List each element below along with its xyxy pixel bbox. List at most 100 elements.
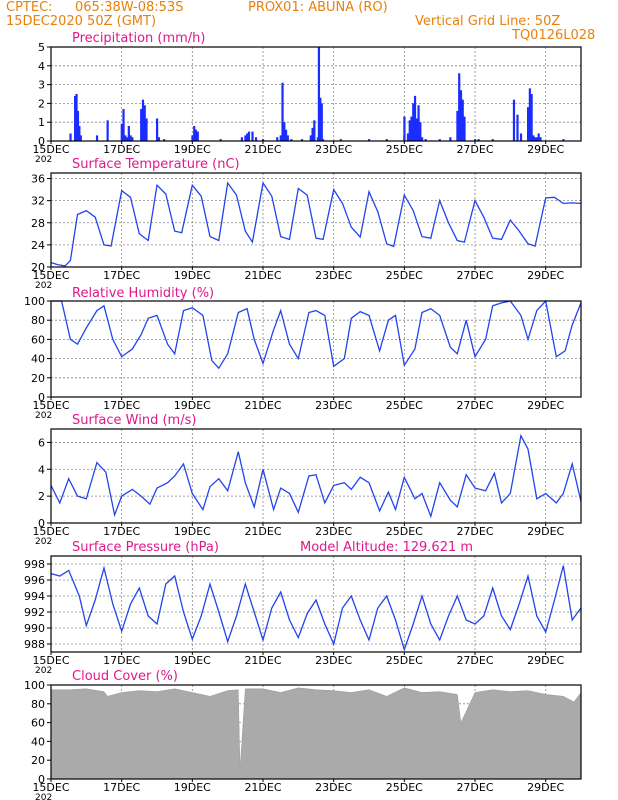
precip-ytick-label: 3 bbox=[38, 79, 45, 92]
temperature-xtick-label: 25DEC bbox=[386, 269, 423, 282]
wind-ytick-label: 0 bbox=[38, 517, 45, 530]
wind-xtick-label: 29DEC bbox=[527, 525, 564, 538]
precip-bar bbox=[403, 135, 406, 141]
precip-bar bbox=[254, 137, 258, 141]
precip-bar bbox=[456, 110, 459, 141]
humidity-xtick-label: 15DEC bbox=[32, 399, 69, 412]
precip-bar bbox=[262, 139, 265, 141]
precip-bar bbox=[140, 109, 143, 141]
precip-bar bbox=[534, 137, 537, 141]
precip-xtick-label: 23DEC bbox=[315, 143, 352, 156]
humidity-ytick-label: 80 bbox=[31, 314, 45, 327]
precip-bar bbox=[191, 135, 194, 141]
precip-bar bbox=[247, 131, 251, 141]
cloud-xtick-label: 15DEC bbox=[32, 781, 69, 794]
precip-bar bbox=[240, 137, 243, 141]
cloud-xtick-label: 21DEC bbox=[244, 781, 281, 794]
temperature-frame bbox=[50, 172, 582, 268]
precip-xtick-label: 19DEC bbox=[174, 143, 211, 156]
humidity-xtick-label: 19DEC bbox=[174, 399, 211, 412]
precip-ytick-label: 4 bbox=[38, 60, 45, 73]
pressure-xtick-label: 21DEC bbox=[244, 654, 281, 667]
header-coordinates: 065:38W-08:53S bbox=[75, 0, 184, 15]
precip-bar bbox=[459, 90, 463, 141]
wind-xtick-label: 25DEC bbox=[386, 525, 423, 538]
precip-bar bbox=[219, 139, 222, 141]
temperature-xtick-label: 19DEC bbox=[174, 269, 211, 282]
precip-bar bbox=[528, 88, 531, 141]
cloud-xtick-label: 19DEC bbox=[174, 781, 211, 794]
wind-panel bbox=[47, 428, 582, 526]
precip-bar bbox=[283, 122, 286, 141]
cloud-ytick-label: 80 bbox=[31, 698, 45, 711]
precip-xtick-label: 27DEC bbox=[456, 143, 493, 156]
precip-bar bbox=[339, 139, 342, 141]
cloud-title: Cloud Cover (%) bbox=[72, 669, 178, 684]
wind-xtick-label: 17DEC bbox=[103, 525, 140, 538]
precip-bar bbox=[491, 139, 494, 141]
temperature-ytick-label: 32 bbox=[31, 195, 45, 208]
precip-frame bbox=[50, 46, 582, 142]
pressure-xtick-label: 17DEC bbox=[103, 654, 140, 667]
wind-xtick-label: 19DEC bbox=[174, 525, 211, 538]
precip-bar bbox=[163, 139, 166, 141]
precip-bar bbox=[477, 139, 480, 141]
humidity-ytick-label: 0 bbox=[38, 391, 45, 404]
pressure-year-fragment: 202 bbox=[35, 666, 52, 676]
precip-bar bbox=[251, 131, 254, 141]
humidity-title: Relative Humidity (%) bbox=[72, 286, 214, 301]
precip-bar bbox=[413, 95, 417, 141]
temperature-xtick-label: 17DEC bbox=[103, 269, 140, 282]
temperature-panel bbox=[47, 172, 582, 270]
precip-xtick-label: 21DEC bbox=[244, 143, 281, 156]
humidity-xtick-label: 23DEC bbox=[315, 399, 352, 412]
temperature-line bbox=[50, 181, 582, 267]
wind-xtick-label: 27DEC bbox=[456, 525, 493, 538]
precip-bar bbox=[194, 129, 198, 141]
header-run-date: 15DEC2020 50Z (GMT) bbox=[6, 14, 157, 29]
precip-bar bbox=[463, 116, 466, 141]
temperature-ytick-label: 24 bbox=[31, 239, 45, 252]
precip-bar bbox=[129, 135, 132, 141]
precip-bar bbox=[535, 137, 539, 141]
precip-bar bbox=[516, 114, 519, 141]
precip-bar bbox=[403, 116, 406, 141]
precip-bar bbox=[512, 99, 516, 141]
precip-bar bbox=[527, 107, 530, 141]
precip-bar bbox=[122, 109, 125, 141]
wind-ytick-label: 2 bbox=[38, 490, 45, 503]
precip-year-fragment: 202 bbox=[35, 155, 52, 165]
temperature-xtick-label: 21DEC bbox=[244, 269, 281, 282]
precip-ytick-label: 0 bbox=[38, 135, 45, 148]
humidity-ytick-label: 20 bbox=[31, 372, 45, 385]
pressure-note: Model Altitude: 129.621 m bbox=[300, 540, 473, 555]
precip-bar bbox=[461, 99, 464, 141]
header-grid-note: Vertical Grid Line: 50Z bbox=[415, 14, 561, 29]
precip-bar bbox=[279, 135, 282, 141]
humidity-xtick-label: 25DEC bbox=[386, 399, 423, 412]
wind-line bbox=[50, 433, 582, 519]
precip-bar bbox=[78, 125, 81, 141]
humidity-year-fragment: 202 bbox=[35, 411, 52, 421]
precip-bar bbox=[419, 122, 422, 141]
precip-bar bbox=[125, 137, 129, 141]
precip-panel bbox=[47, 46, 582, 144]
precip-bar bbox=[408, 120, 411, 141]
precip-bar bbox=[474, 139, 477, 141]
precip-bar bbox=[320, 103, 323, 141]
precip-bar bbox=[246, 133, 249, 141]
cloud-xtick-label: 25DEC bbox=[386, 781, 423, 794]
wind-title: Surface Wind (m/s) bbox=[72, 413, 196, 428]
pressure-frame bbox=[50, 555, 582, 653]
precip-bar bbox=[424, 139, 427, 141]
pressure-ytick-label: 996 bbox=[24, 574, 45, 587]
pressure-xtick-label: 15DEC bbox=[32, 654, 69, 667]
temperature-year-fragment: 202 bbox=[35, 281, 52, 291]
precip-ytick-label: 1 bbox=[38, 116, 45, 129]
precip-bar bbox=[562, 139, 565, 141]
humidity-line bbox=[51, 299, 582, 370]
wind-year-fragment: 202 bbox=[35, 537, 52, 547]
temperature-ytick-label: 28 bbox=[31, 217, 45, 230]
precip-bar bbox=[284, 129, 288, 141]
precip-bar bbox=[74, 95, 77, 141]
